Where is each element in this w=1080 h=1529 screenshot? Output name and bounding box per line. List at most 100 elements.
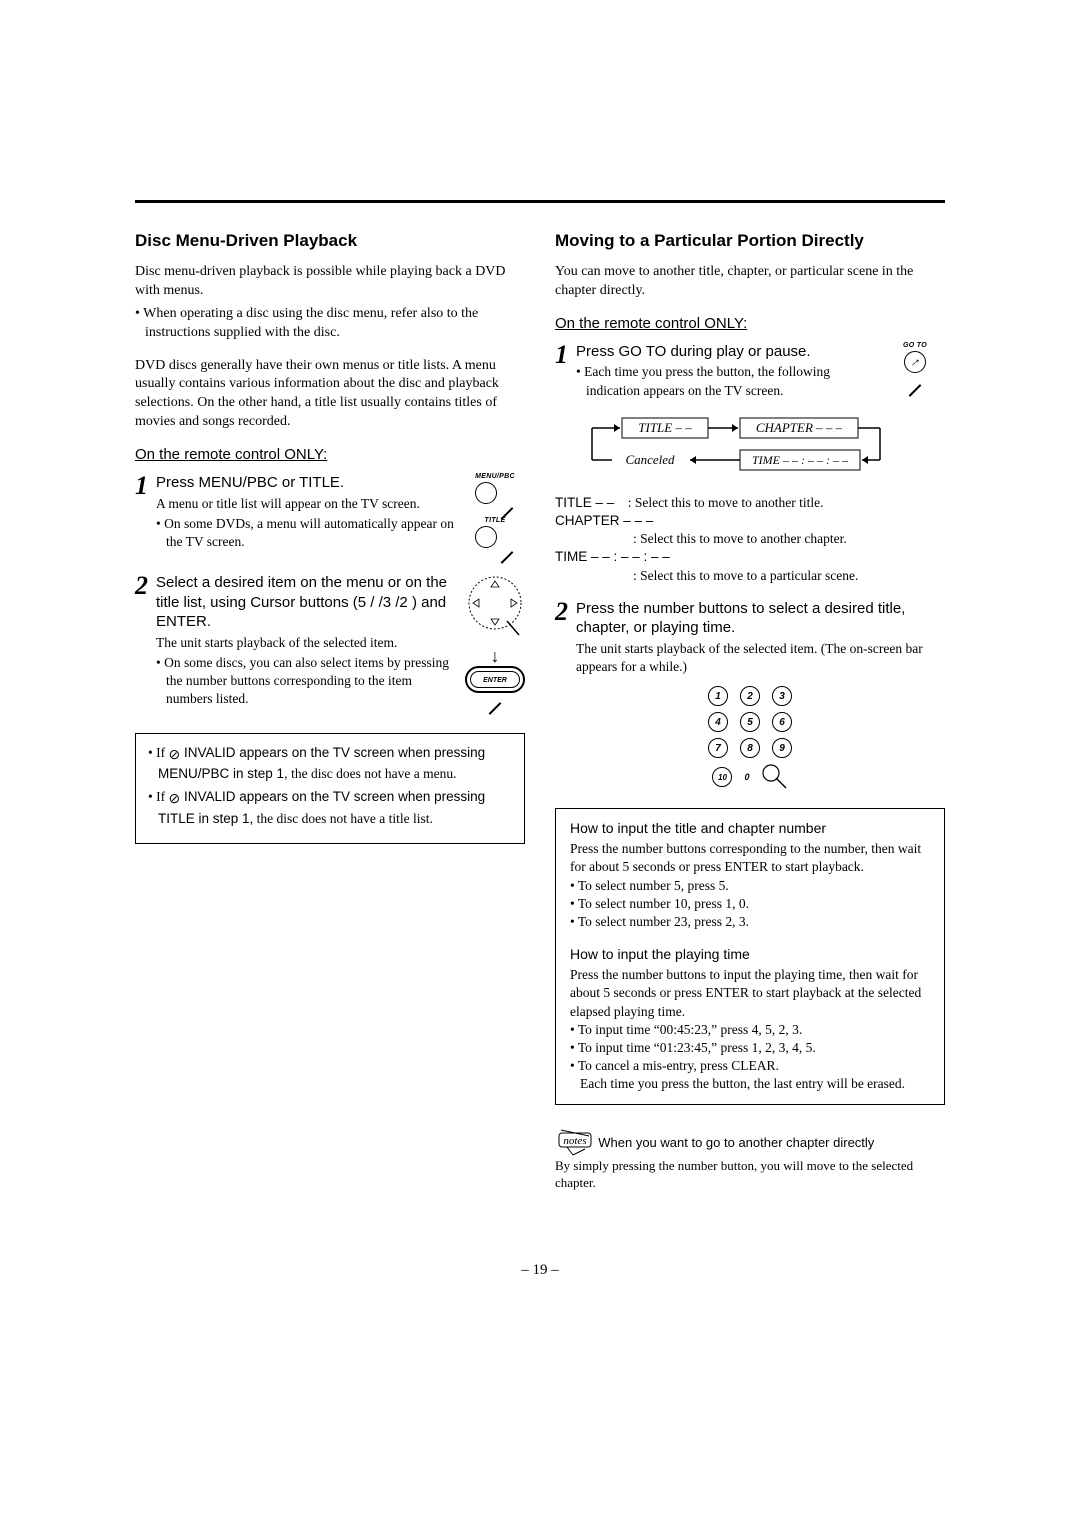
invalid-info-box: • If ⊘ INVALID appears on the TV screen … xyxy=(135,733,525,844)
flow-svg: TITLE – – CHAPTER – – – TIME – – : – – :… xyxy=(580,412,920,482)
right-intro: You can move to another title, chapter, … xyxy=(555,263,945,301)
step1-icons: MENU/PBC TITLE xyxy=(465,473,525,555)
rstep2-num: 2 xyxy=(555,599,568,625)
section-title-left: Disc Menu-Driven Playback xyxy=(135,231,525,251)
inv1a: • If xyxy=(148,745,168,760)
key-3: 3 xyxy=(772,686,792,706)
rstep2-line1: The unit starts playback of the selected… xyxy=(576,640,945,676)
inv1c: the disc does not have a menu. xyxy=(288,766,457,781)
invalid-line1: • If ⊘ INVALID appears on the TV screen … xyxy=(148,744,512,784)
svg-text:Canceled: Canceled xyxy=(625,452,675,467)
invalid-icon-1: ⊘ xyxy=(168,748,180,763)
notes-icon: notes xyxy=(555,1127,595,1157)
svg-text:CHAPTER – – –: CHAPTER – – – xyxy=(756,420,843,435)
key-7: 7 xyxy=(708,738,728,758)
right-intro-text: You can move to another title, chapter, … xyxy=(555,263,945,301)
key-5: 5 xyxy=(740,712,760,732)
intro-text: Disc menu-driven playback is possible wh… xyxy=(135,263,525,301)
step2-num: 2 xyxy=(135,573,148,599)
howto2-b3: • To cancel a mis-entry, press CLEAR. xyxy=(570,1057,930,1075)
goto-icon: → xyxy=(904,351,926,373)
rstep2-title: Press the number buttons to select a des… xyxy=(576,599,945,638)
left-intro: Disc menu-driven playback is possible wh… xyxy=(135,263,525,343)
top-divider xyxy=(135,200,945,203)
step1: 1 Press MENU/PBC or TITLE. A menu or tit… xyxy=(135,473,461,551)
menu-pbc-label: MENU/PBC xyxy=(465,473,525,480)
def-title-row: TITLE – – : Select this to move to anoth… xyxy=(555,494,945,512)
howto2-b1: • To input time “00:45:23,” press 4, 5, … xyxy=(570,1021,930,1039)
enter-label: ENTER xyxy=(483,677,507,684)
title-btn-label: TITLE xyxy=(465,517,525,524)
def-title-label: TITLE – – xyxy=(555,495,614,510)
howto-box: How to input the title and chapter numbe… xyxy=(555,808,945,1104)
step2-icons: ↓ ENTER xyxy=(465,573,525,712)
howto2-text: Press the number buttons to input the pl… xyxy=(570,966,930,1021)
left-para2: DVD discs generally have their own menus… xyxy=(135,357,525,433)
svg-text:TITLE – –: TITLE – – xyxy=(638,420,692,435)
key-1: 1 xyxy=(708,686,728,706)
svg-text:notes: notes xyxy=(563,1135,586,1147)
goto-label: GO TO xyxy=(885,342,945,349)
step2-bullet: • On some discs, you can also select ite… xyxy=(156,654,461,709)
step1-bullet: • On some DVDs, a menu will automaticall… xyxy=(156,515,461,551)
def-chapter-label: CHAPTER – – – xyxy=(555,513,653,528)
pointer-tail-4 xyxy=(909,384,922,397)
invalid-line2: • If ⊘ INVALID appears on the TV screen … xyxy=(148,788,512,828)
step1-num: 1 xyxy=(135,473,148,499)
rstep1-row: 1 Press GO TO during play or pause. • Ea… xyxy=(555,342,945,404)
key-10: 10 xyxy=(712,767,732,787)
key-6: 6 xyxy=(772,712,792,732)
title-btn-icon xyxy=(475,526,497,548)
howto2-title: How to input the playing time xyxy=(570,945,930,964)
rstep2: 2 Press the number buttons to select a d… xyxy=(555,599,945,676)
cursor-pad-icon xyxy=(467,573,523,643)
step2-title: Select a desired item on the menu or on … xyxy=(156,573,461,632)
howto2-b2: • To input time “01:23:45,” press 1, 2, … xyxy=(570,1039,930,1057)
down-arrow-icon: ↓ xyxy=(465,646,525,666)
rstep1-icon: GO TO → xyxy=(885,342,945,404)
notes-text: By simply pressing the number button, yo… xyxy=(555,1157,945,1192)
def-chapter-desc: Select this to move to another chapter. xyxy=(640,531,847,546)
def-time-desc: Select this to move to a particular scen… xyxy=(640,568,858,583)
para2-text: DVD discs generally have their own menus… xyxy=(135,357,525,433)
intro-bullet: • When operating a disc using the disc m… xyxy=(135,305,525,343)
remote-header-right: On the remote control ONLY: xyxy=(555,315,945,332)
inv2c: the disc does not have a title list. xyxy=(253,811,433,826)
keypad: 1 2 3 4 5 6 7 8 9 10 0 xyxy=(555,686,945,790)
step1-title: Press MENU/PBC or TITLE. xyxy=(156,473,461,493)
menu-pbc-icon xyxy=(475,482,497,504)
flow-diagram: TITLE – – CHAPTER – – – TIME – – : – – :… xyxy=(555,412,945,482)
step2-row: 2 Select a desired item on the menu or o… xyxy=(135,573,525,712)
page-columns: Disc Menu-Driven Playback Disc menu-driv… xyxy=(135,231,945,1192)
left-column: Disc Menu-Driven Playback Disc menu-driv… xyxy=(135,231,525,1192)
key-0: 0 xyxy=(744,772,749,782)
howto1-b2: • To select number 10, press 1, 0. xyxy=(570,895,930,913)
section-title-right: Moving to a Particular Portion Directly xyxy=(555,231,945,251)
def-title-desc: Select this to move to another title. xyxy=(635,495,824,510)
right-column: Moving to a Particular Portion Directly … xyxy=(555,231,945,1192)
definitions: TITLE – – : Select this to move to anoth… xyxy=(555,494,945,585)
notes-block: notes When you want to go to another cha… xyxy=(555,1127,945,1192)
svg-text:TIME – – : – – : – –: TIME – – : – – : – – xyxy=(752,453,849,467)
rstep1-num: 1 xyxy=(555,342,568,368)
howto1-b1: • To select number 5, press 5. xyxy=(570,877,930,895)
pointer-tail-3 xyxy=(489,702,502,715)
howto2-b3b: Each time you press the button, the last… xyxy=(570,1075,930,1093)
def-chapter-desc-row: : Select this to move to another chapter… xyxy=(555,530,945,548)
key-9: 9 xyxy=(772,738,792,758)
rstep1-title: Press GO TO during play or pause. xyxy=(576,342,881,362)
remote-header-left: On the remote control ONLY: xyxy=(135,446,525,463)
invalid-icon-2: ⊘ xyxy=(168,792,180,807)
step1-row: 1 Press MENU/PBC or TITLE. A menu or tit… xyxy=(135,473,525,555)
step2: 2 Select a desired item on the menu or o… xyxy=(135,573,461,708)
rstep1-bullet: • Each time you press the button, the fo… xyxy=(576,363,881,399)
step2-line1: The unit starts playback of the selected… xyxy=(156,634,461,652)
howto1-b3: • To select number 23, press 2, 3. xyxy=(570,913,930,931)
howto2: How to input the playing time Press the … xyxy=(570,945,930,1093)
rstep1: 1 Press GO TO during play or pause. • Ea… xyxy=(555,342,881,400)
key-8: 8 xyxy=(740,738,760,758)
inv2a: • If xyxy=(148,789,168,804)
key-4: 4 xyxy=(708,712,728,732)
def-time-label: TIME – – : – – : – – xyxy=(555,549,670,564)
howto1-title: How to input the title and chapter numbe… xyxy=(570,819,930,838)
